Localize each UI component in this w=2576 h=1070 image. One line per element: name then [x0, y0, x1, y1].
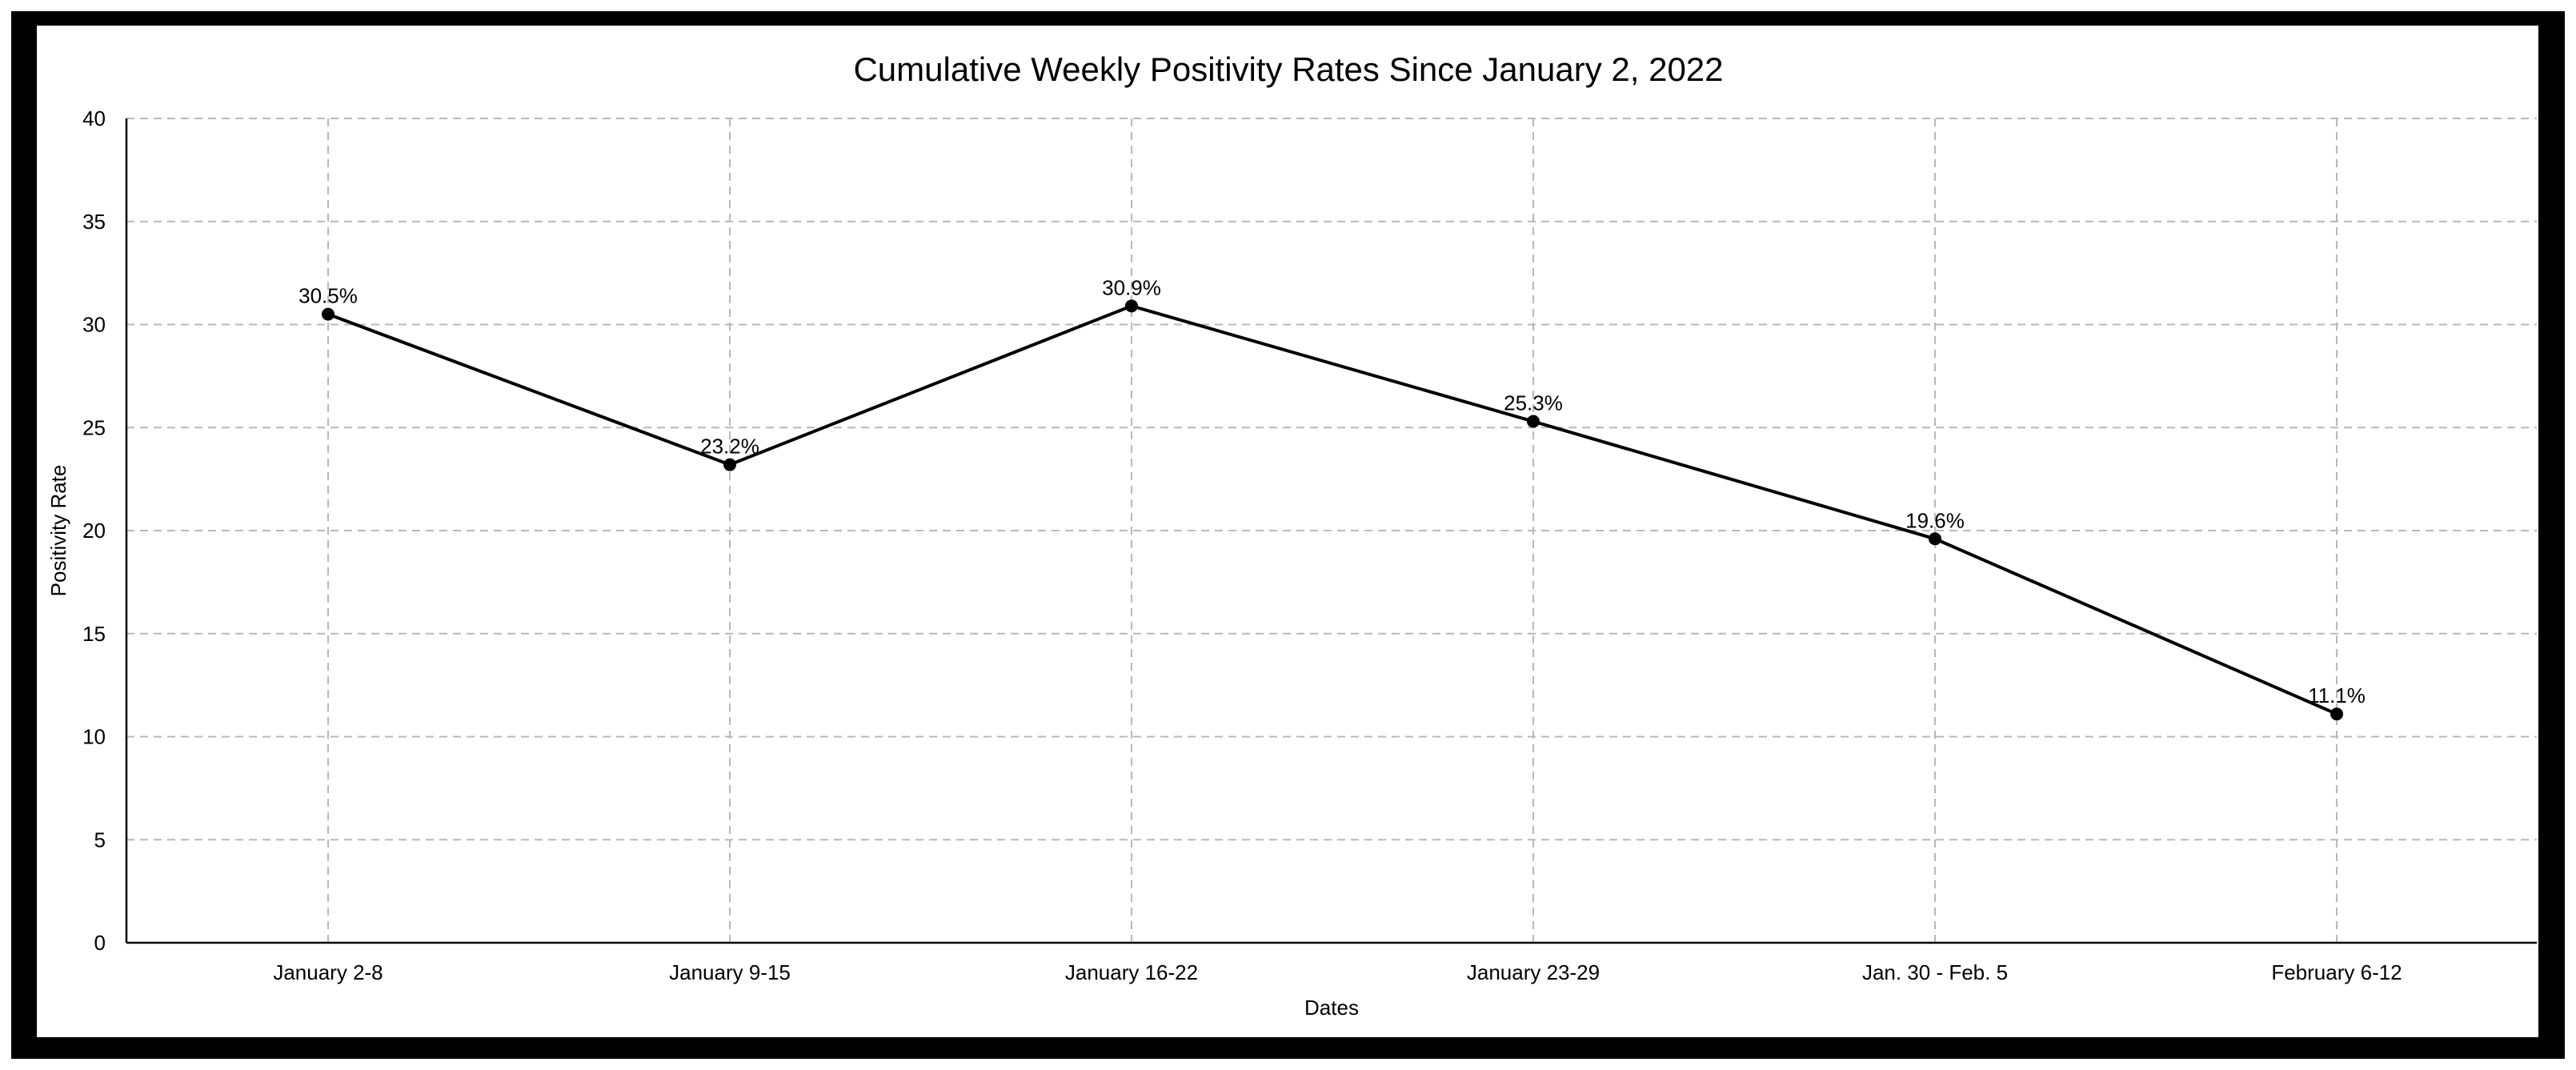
series-line [327, 304, 2338, 716]
data-label: 23.2% [700, 435, 759, 459]
x-tick-label: Jan. 30 - Feb. 5 [1862, 960, 2008, 984]
data-point [322, 307, 335, 321]
data-label: 30.9% [1102, 275, 1161, 299]
chart-title: Cumulative Weekly Positivity Rates Since… [853, 50, 1723, 88]
y-axis-title: Positivity Rate [46, 465, 70, 597]
y-tick-label: 35 [82, 210, 106, 234]
x-axis-title: Dates [1304, 996, 1359, 1020]
data-point [1527, 415, 1540, 428]
grid-lines [126, 118, 2537, 943]
y-tick-label: 0 [94, 931, 106, 955]
tick-labels: 0 5 10 15 20 25 30 35 40 January 2-8 January 9-15 J… [82, 106, 2402, 984]
axes [125, 118, 2537, 944]
x-tick-label: January 9-15 [669, 960, 791, 984]
data-point [1125, 299, 1138, 313]
y-tick-label: 20 [82, 519, 106, 543]
x-tick-label: January 23-29 [1467, 960, 1600, 984]
data-label: 25.3% [1504, 391, 1563, 415]
y-tick-label: 5 [94, 828, 106, 852]
y-tick-label: 25 [82, 415, 106, 439]
data-labels: 30.5% 23.2% 30.9% 25.3% 19.6% 11.1% [298, 275, 2366, 707]
series [322, 299, 2343, 721]
data-point [1929, 532, 1941, 546]
data-label: 11.1% [2308, 683, 2366, 707]
x-tick-label: January 2-8 [273, 960, 383, 984]
data-point [2330, 707, 2343, 721]
x-tick-label: January 16-22 [1065, 960, 1198, 984]
x-tick-label: February 6-12 [2271, 960, 2402, 984]
y-tick-label: 30 [82, 313, 106, 337]
data-point [723, 458, 736, 471]
y-tick-label: 10 [82, 725, 106, 749]
y-tick-label: 40 [82, 106, 106, 130]
data-label: 19.6% [1905, 508, 1965, 532]
y-tick-label: 15 [82, 622, 106, 646]
data-label: 30.5% [298, 284, 358, 308]
